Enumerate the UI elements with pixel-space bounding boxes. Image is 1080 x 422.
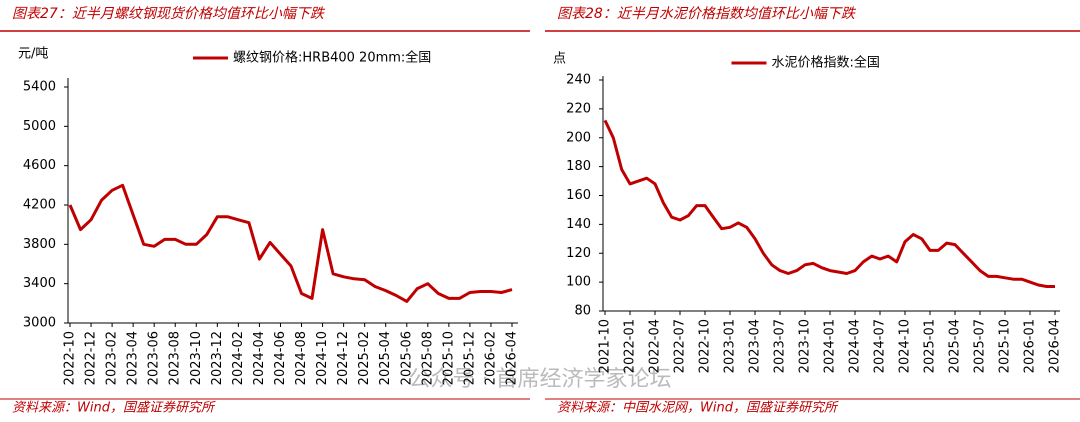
x-tick-label: 2022-01 bbox=[623, 319, 638, 373]
x-tick-label: 2025-04 bbox=[948, 319, 963, 373]
x-tick-label: 2025-01 bbox=[923, 319, 938, 373]
line bbox=[603, 119, 1055, 288]
x-tick-label: 2025-02 bbox=[357, 331, 372, 385]
x-tick-label: 2024-04 bbox=[252, 331, 267, 385]
x-tick-label: 2023-04 bbox=[126, 331, 141, 385]
x-tick-label: 2024-01 bbox=[823, 319, 838, 373]
x-tick-label: 2026-04 bbox=[1048, 319, 1063, 373]
chart-title: 图表27：近半月螺纹钢现货价格均值环比小幅下跌 bbox=[12, 6, 326, 22]
x-tick-label: 2023-02 bbox=[105, 331, 120, 385]
x-tick-label: 2023-07 bbox=[773, 319, 788, 373]
y-tick-label: 5400 bbox=[23, 80, 56, 95]
x-tick-label: 2021-10 bbox=[598, 319, 613, 373]
y-tick-label: 220 bbox=[566, 101, 591, 116]
y-tick-label: 240 bbox=[566, 73, 591, 88]
x-tick-label: 2026-04 bbox=[505, 331, 520, 385]
y-axis-label: 点 bbox=[553, 52, 566, 67]
y-tick-label: 120 bbox=[566, 246, 591, 261]
x-tick-label: 2025-07 bbox=[973, 319, 988, 373]
y-tick-label: 140 bbox=[566, 217, 591, 232]
source: 资料来源：Wind，国盛证券研究所 bbox=[12, 400, 216, 416]
y-tick-label: 200 bbox=[566, 130, 591, 145]
x-tick-label: 2023-06 bbox=[147, 331, 162, 385]
x-tick-label: 2024-10 bbox=[898, 319, 913, 373]
y-tick-label: 4600 bbox=[23, 158, 56, 173]
x-tick-label: 2022-07 bbox=[673, 319, 688, 373]
x-tick-label: 2023-10 bbox=[189, 331, 204, 385]
x-tick-label: 2023-04 bbox=[748, 319, 763, 373]
y-axis-label: 元/吨 bbox=[18, 47, 48, 62]
x-tick-label: 2025-04 bbox=[378, 331, 393, 385]
x-tick-label: 2023-10 bbox=[798, 319, 813, 373]
x-tick-label: 2025-10 bbox=[441, 331, 456, 385]
source: 资料来源：中国水泥网，Wind，国盛证券研究所 bbox=[557, 400, 839, 416]
x-tick-label: 2025-06 bbox=[399, 331, 414, 385]
line bbox=[68, 183, 513, 303]
x-tick-label: 2024-07 bbox=[873, 319, 888, 373]
x-tick-label: 2024-12 bbox=[336, 331, 351, 385]
y-tick-label: 3800 bbox=[23, 237, 56, 252]
x-tick-label: 2024-06 bbox=[273, 331, 288, 385]
y-tick-label: 5000 bbox=[23, 119, 56, 134]
x-tick-label: 2024-04 bbox=[848, 319, 863, 373]
y-tick-label: 3000 bbox=[23, 316, 56, 331]
x-tick-label: 2023-08 bbox=[168, 331, 183, 385]
y-tick-label: 180 bbox=[566, 159, 591, 174]
x-tick-label: 2025-08 bbox=[420, 331, 435, 385]
y-tick-label: 160 bbox=[566, 188, 591, 203]
x-tick-label: 2022-10 bbox=[698, 319, 713, 373]
x-tick-label: 2026-02 bbox=[483, 331, 498, 385]
x-tick-label: 2022-10 bbox=[63, 331, 78, 385]
x-tick-label: 2022-04 bbox=[648, 319, 663, 373]
x-tick-label: 2024-02 bbox=[231, 331, 246, 385]
y-tick-label: 4200 bbox=[23, 198, 56, 213]
legend-label: 水泥价格指数:全国 bbox=[772, 55, 880, 71]
x-tick-label: 2024-10 bbox=[315, 331, 330, 385]
legend-label: 螺纹钢价格:HRB400 20mm:全国 bbox=[233, 50, 431, 66]
x-tick-label: 2022-12 bbox=[84, 331, 99, 385]
x-tick-label: 2023-01 bbox=[723, 319, 738, 373]
x-tick-label: 2026-01 bbox=[1023, 319, 1038, 373]
x-tick-label: 2025-12 bbox=[462, 331, 477, 385]
y-tick-label: 3400 bbox=[23, 276, 56, 291]
x-tick-label: 2023-12 bbox=[210, 331, 225, 385]
chart-title: 图表28：近半月水泥价格指数均值环比小幅下跌 bbox=[557, 6, 857, 22]
watermark: 公众号 · 首席经济学家论坛 bbox=[409, 367, 672, 392]
x-tick-label: 2024-08 bbox=[294, 331, 309, 385]
x-tick-label: 2025-10 bbox=[998, 319, 1013, 373]
y-tick-label: 100 bbox=[566, 275, 591, 290]
y-tick-label: 80 bbox=[574, 304, 591, 319]
